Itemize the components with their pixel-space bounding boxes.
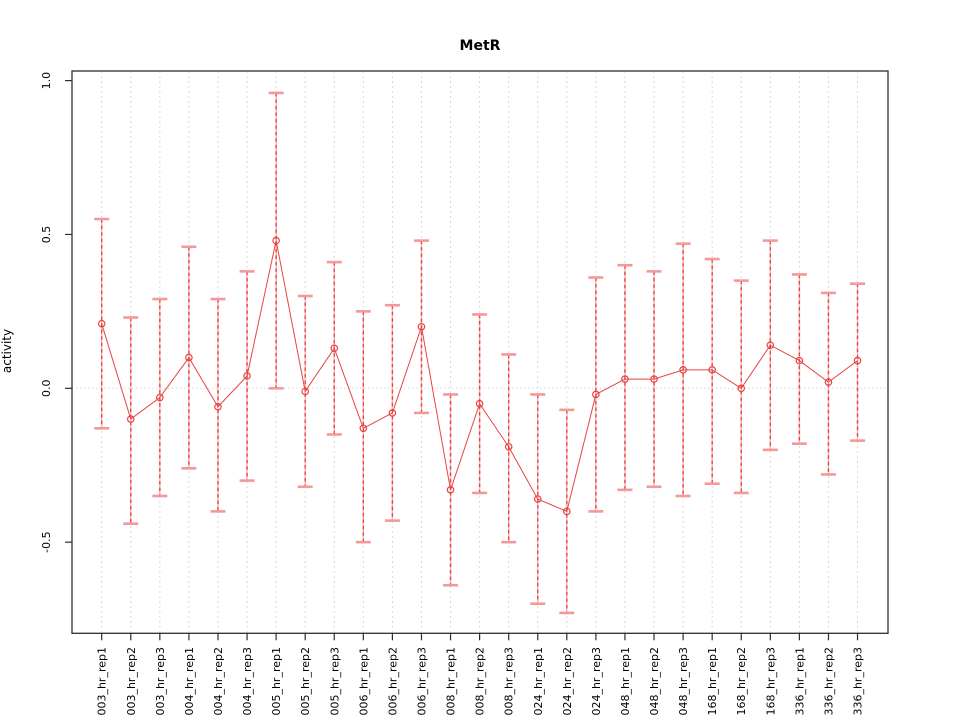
x-tick-label: 005_hr_rep2 [299,647,312,716]
data-point [97,319,106,328]
x-tick-label: 024_hr_rep2 [561,647,574,716]
data-point [708,366,716,374]
data-point [504,442,513,451]
data-point [417,322,426,331]
data-point [156,393,164,402]
x-axis-ticks [101,633,859,641]
x-tick-label: 006_hr_rep1 [357,647,370,716]
x-tick-label: 048_hr_rep2 [648,647,661,716]
data-points [97,236,862,516]
error-bars [94,91,866,615]
x-tick-label: 024_hr_rep1 [532,647,545,716]
x-tick-label: 003_hr_rep3 [154,647,167,716]
data-point [737,384,746,393]
data-point [359,424,368,433]
x-tick-label: 003_hr_rep1 [96,647,109,716]
x-tick-label: 168_hr_rep1 [706,647,719,716]
data-point [214,402,222,411]
x-tick-label: 004_hr_rep2 [212,647,225,716]
y-tick-label: 0.0 [40,380,53,398]
y-tick-label: -0.5 [40,531,53,552]
x-tick-label: 336_hr_rep1 [793,647,806,716]
data-point [330,344,339,353]
x-tick-label: 006_hr_rep2 [386,647,399,716]
data-point [533,495,542,503]
x-tick-label: 008_hr_rep1 [445,647,458,716]
data-point [650,375,658,383]
data-point [272,236,280,245]
data-point [446,486,455,494]
x-tick-labels: 003_hr_rep1 003_hr_rep2 003_hr_rep3 004_hr_… [96,647,865,716]
data-point [185,353,193,362]
x-tick-label: 005_hr_rep1 [270,647,283,716]
x-tick-label: 005_hr_rep3 [328,647,341,716]
x-tick-label: 008_hr_rep3 [503,647,516,716]
data-point [388,409,397,417]
data-point [592,390,600,399]
y-tick-label: 0.5 [40,226,53,244]
x-tick-label: 024_hr_rep3 [590,647,603,716]
data-point [243,372,251,380]
x-tick-label: 168_hr_rep3 [764,647,777,716]
x-tick-label: 008_hr_rep2 [474,647,487,716]
x-tick-label: 004_hr_rep3 [241,647,254,716]
x-tick-label: 336_hr_rep2 [822,647,835,716]
x-tick-label: 048_hr_rep3 [677,647,690,716]
data-point [824,378,833,386]
y-tick-label: 1.0 [40,72,53,90]
y-tick-labels: 1.0 0.5 0.0 -0.5 [40,72,53,553]
x-tick-label: 048_hr_rep1 [619,647,632,716]
x-tick-label: 336_hr_rep3 [852,647,865,716]
y-axis-ticks [65,79,72,543]
data-line [101,240,858,513]
data-point [126,415,135,423]
chart-title: MetR [459,38,501,54]
data-point [563,507,571,516]
data-point [795,356,804,365]
data-point [621,375,629,383]
data-point [766,341,775,350]
data-point [301,387,309,396]
data-point [679,366,687,374]
x-tick-label: 006_hr_rep3 [415,647,428,716]
x-tick-label: 003_hr_rep2 [125,647,138,716]
x-tick-label: 004_hr_rep1 [183,647,196,716]
data-point [475,399,484,408]
x-tick-label: 168_hr_rep2 [735,647,748,716]
data-point [853,356,862,365]
